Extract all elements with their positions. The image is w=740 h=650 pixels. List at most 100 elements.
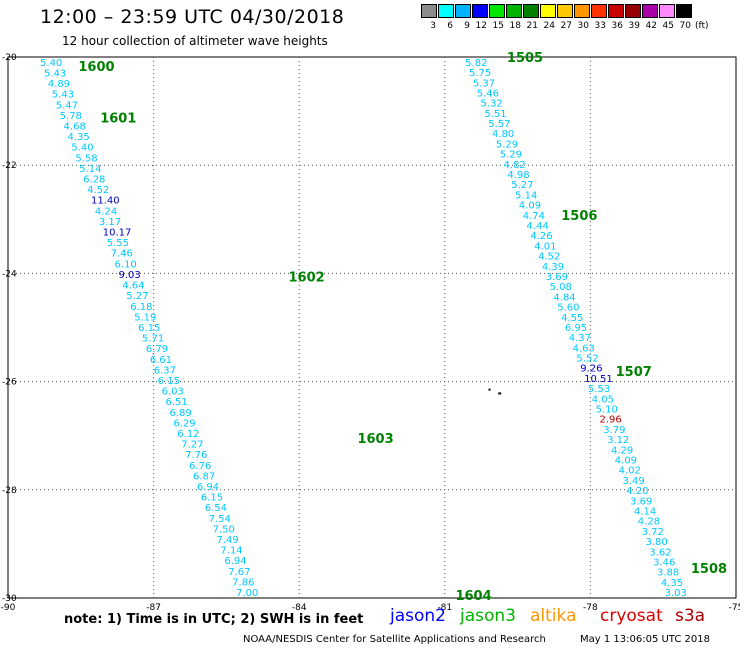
wave-height-value: 3.12	[607, 435, 629, 446]
wave-height-value: 5.40	[71, 143, 93, 154]
legend-swatch	[506, 4, 522, 18]
wave-height-value: 6.95	[565, 323, 587, 334]
wave-height-value: 4.44	[527, 221, 549, 232]
y-tick-label: -26	[2, 378, 17, 388]
wave-height-value: 3.69	[630, 496, 652, 507]
wave-height-value: 9.03	[118, 270, 140, 281]
legend-label: 15	[492, 21, 504, 31]
wave-height-value: 7.46	[111, 249, 133, 260]
wave-height-value: 4.01	[534, 241, 556, 252]
wave-height-value: 6.10	[115, 259, 137, 270]
wave-height-value: 6.87	[193, 471, 215, 482]
wave-height-value: 10.51	[584, 374, 613, 385]
wave-height-value: 4.29	[611, 445, 633, 456]
legend-swatch	[574, 4, 590, 18]
legend-swatch	[472, 4, 488, 18]
legend-swatch	[489, 4, 505, 18]
wave-height-value: 5.82	[465, 58, 487, 69]
wave-height-value: 7.14	[220, 546, 242, 557]
wave-height-value: 5.27	[511, 180, 533, 191]
wave-height-value: 3.46	[653, 557, 675, 568]
wave-height-value: 11.40	[91, 196, 120, 207]
legend-swatch	[540, 4, 556, 18]
chart-title: 12:00 – 23:59 UTC 04/30/2018	[40, 6, 345, 28]
wave-height-value: 4.68	[64, 121, 86, 132]
wave-height-value: 5.29	[500, 150, 522, 161]
wave-height-value: 6.03	[162, 387, 184, 398]
wave-height-value: 4.24	[95, 206, 117, 217]
y-tick-label: -28	[2, 486, 17, 496]
wave-height-value: 6.89	[169, 408, 191, 419]
legend-label: 27	[560, 21, 572, 31]
legend-labels: 3 6 9 12 15 18 21 24 27 30 33 36 39 42 45 70 (ft)	[421, 21, 709, 31]
wave-height-value: 6.12	[177, 429, 199, 440]
wave-height-value: 3.79	[603, 425, 625, 436]
pass-number-label: 1603	[357, 432, 393, 447]
wave-height-value: 2.96	[599, 415, 621, 426]
legend-label: 39	[628, 21, 640, 31]
wave-height-value: 4.64	[122, 281, 144, 292]
wave-height-value: 7.49	[216, 535, 238, 546]
wave-height-value: 3.88	[657, 568, 679, 579]
mission-altika: altika	[530, 606, 577, 626]
credit-line: NOAA/NESDIS Center for Satellite Applica…	[243, 634, 546, 645]
legend-swatch	[659, 4, 675, 18]
wave-height-value: 4.84	[553, 292, 575, 303]
pass-number-label: 1507	[616, 365, 652, 380]
wave-height-value: 7.50	[213, 524, 235, 535]
wave-height-value: 5.58	[75, 153, 97, 164]
legend-swatch	[676, 4, 692, 18]
wave-height-value: 5.75	[469, 68, 491, 79]
x-tick-label: -84	[292, 603, 307, 613]
wave-height-value: 4.52	[538, 252, 560, 263]
wave-height-value: 3.80	[645, 537, 667, 548]
wave-height-value: 6.51	[166, 397, 188, 408]
wave-height-value: 4.63	[573, 343, 595, 354]
pass-number-label: 1505	[507, 51, 543, 66]
wave-height-value: 4.26	[530, 231, 552, 242]
wave-height-value: 5.37	[473, 78, 495, 89]
legend-unit: (ft)	[695, 21, 709, 31]
wave-height-value: 7.76	[185, 450, 207, 461]
legend-label: 21	[526, 21, 538, 31]
mission-s3a: s3a	[675, 606, 706, 626]
wave-height-value: 5.57	[488, 119, 510, 130]
wave-height-value: 6.76	[189, 461, 211, 472]
wave-height-value: 6.15	[201, 493, 223, 504]
wave-height-value: 7.27	[181, 440, 203, 451]
wave-height-value: 4.28	[638, 517, 660, 528]
wave-height-value: 3.03	[665, 588, 687, 599]
wave-height-value: 4.37	[569, 333, 591, 344]
legend-swatch	[625, 4, 641, 18]
wave-height-value: 4.52	[87, 185, 109, 196]
wave-height-value: 5.78	[60, 111, 82, 122]
color-legend: 3 6 9 12 15 18 21 24 27 30 33 36 39 42 45 70 (ft)	[421, 4, 709, 31]
legend-label: 45	[662, 21, 674, 31]
wave-height-value: 7.00	[236, 588, 258, 599]
legend-label: 18	[509, 21, 521, 31]
y-tick-label: -30	[2, 594, 17, 604]
legend-label: 12	[475, 21, 487, 31]
chart-subtitle: 12 hour collection of altimeter wave hei…	[62, 34, 328, 48]
legend-swatch	[591, 4, 607, 18]
wave-height-value: 5.29	[496, 139, 518, 150]
wave-height-value: 5.46	[477, 88, 499, 99]
x-tick-label: -75	[729, 603, 740, 613]
legend-label: 33	[594, 21, 606, 31]
wave-height-value: 4.05	[592, 394, 614, 405]
wave-height-value: 6.61	[150, 355, 172, 366]
pass-number-label: 1604	[455, 589, 491, 604]
wave-height-value: 5.51	[484, 109, 506, 120]
wave-height-value: 6.29	[173, 418, 195, 429]
wave-height-value: 5.14	[79, 164, 101, 175]
wave-height-value: 5.19	[134, 312, 156, 323]
pass-number-label: 1508	[691, 562, 727, 577]
legend-swatch	[455, 4, 471, 18]
legend-swatch	[557, 4, 573, 18]
legend-swatch	[608, 4, 624, 18]
legend-swatch	[438, 4, 454, 18]
x-tick-label: -78	[583, 603, 598, 613]
wave-height-value: 5.52	[576, 354, 598, 365]
